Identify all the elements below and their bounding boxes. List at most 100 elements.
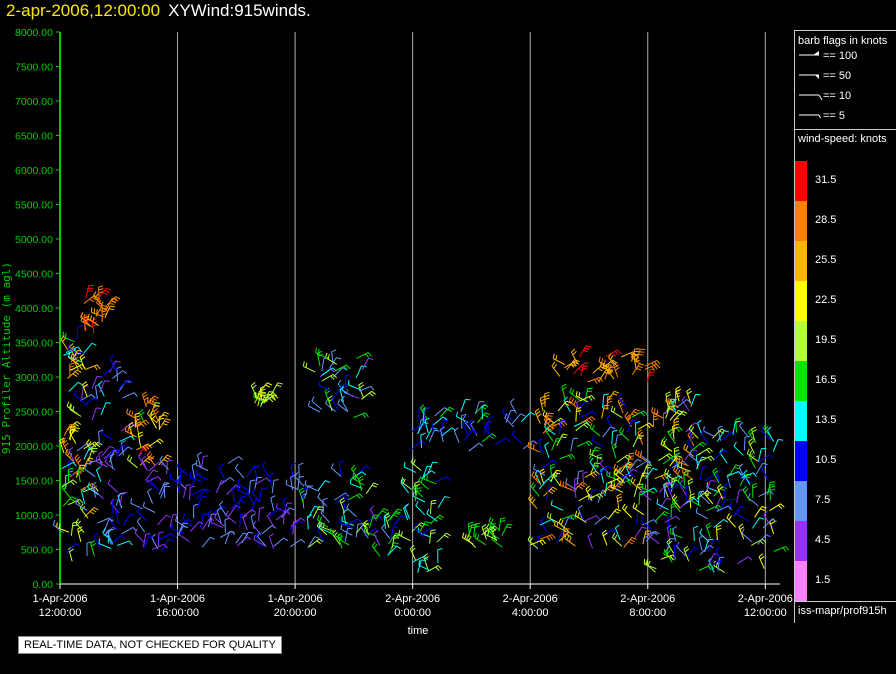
wind-barb-feather <box>718 486 723 491</box>
wind-barb-feather <box>560 419 566 422</box>
wind-barb <box>429 501 432 515</box>
wind-barb <box>651 411 664 419</box>
wind-barb <box>575 395 589 403</box>
wind-barb <box>158 482 165 495</box>
wind-barb <box>358 385 372 392</box>
wind-barb-feather <box>79 499 84 504</box>
x-axis-label: time <box>408 625 429 637</box>
wind-barb-feather <box>317 508 323 511</box>
wind-barb-feather <box>413 523 418 529</box>
wind-barb <box>460 415 463 429</box>
wind-barb-feather <box>575 360 580 365</box>
wind-barb-feather <box>486 523 490 528</box>
wind-barb <box>698 564 711 571</box>
wind-barb-feather <box>270 495 276 499</box>
wind-barb-feather <box>465 398 471 401</box>
wind-barb-feather <box>169 473 172 479</box>
wind-barb <box>70 350 78 363</box>
wind-barb-feather <box>317 348 320 355</box>
wind-barb-feather <box>357 523 363 525</box>
wind-barb-feather <box>300 517 305 522</box>
wind-barb <box>197 454 202 468</box>
wind-barb-feather <box>633 354 639 358</box>
wind-barb-feather <box>440 426 446 430</box>
wind-barb-feather <box>474 532 477 538</box>
wind-barb-feather <box>402 478 406 484</box>
wind-barb <box>697 447 710 456</box>
wind-barb-feather <box>682 460 688 466</box>
wind-barb-feather <box>561 436 567 439</box>
wind-barb-feather <box>653 531 658 536</box>
wind-barb-feather <box>624 456 630 461</box>
wind-barb-feather <box>613 468 617 474</box>
wind-barb <box>772 439 779 452</box>
wind-barb <box>623 537 633 548</box>
wind-barb <box>417 560 422 573</box>
wind-barb-feather <box>316 540 322 545</box>
wind-barb <box>747 497 759 507</box>
wind-barb-feather <box>318 380 321 386</box>
wind-barb-feather <box>219 500 224 506</box>
wind-barb <box>716 430 725 442</box>
wind-barb-feather <box>91 542 96 547</box>
wind-barb-feather <box>586 419 591 424</box>
wind-barb-feather <box>488 516 492 522</box>
wind-barb <box>666 485 673 498</box>
wind-barb <box>511 413 521 425</box>
wind-barb-feather <box>585 401 591 405</box>
wind-barb <box>371 545 381 557</box>
wind-barb-feather <box>165 514 171 518</box>
wind-barb-feather <box>648 422 654 427</box>
wind-barb-feather <box>163 543 168 549</box>
wind-barb-feather <box>374 528 380 533</box>
wind-barb <box>755 462 764 475</box>
wind-barb-feather <box>470 420 475 425</box>
wind-barb-feather <box>113 298 119 302</box>
wind-barb <box>215 480 222 494</box>
wind-barb-feather <box>349 478 352 484</box>
wind-barb <box>411 423 423 433</box>
wind-barb-feather <box>109 445 115 449</box>
wind-barb <box>169 477 183 484</box>
wind-barb-feather <box>648 531 652 536</box>
wind-barb <box>481 406 484 420</box>
wind-barb-feather <box>145 533 151 535</box>
wind-barb <box>601 405 605 419</box>
wind-barb-feather <box>323 522 325 528</box>
wind-barb-feather <box>780 503 785 508</box>
wind-barb-feather <box>327 354 330 360</box>
wind-barb-feather <box>346 503 350 509</box>
wind-barb-feather <box>66 459 72 464</box>
wind-barb-feather <box>634 504 638 510</box>
wind-barb-feather <box>571 454 576 459</box>
wind-barb <box>707 539 715 552</box>
wind-barb-feather <box>617 499 623 503</box>
wind-barb-feather <box>76 369 82 374</box>
wind-barb-plot[interactable]: 0.00500.001000.001500.002000.002500.0030… <box>0 0 794 674</box>
wind-barb <box>270 497 275 511</box>
wind-barb-feather <box>603 532 608 537</box>
wind-barb <box>253 539 266 547</box>
wind-barb-feather <box>782 547 787 552</box>
wind-barb <box>556 530 563 544</box>
wind-barb-feather <box>86 541 92 544</box>
wind-barb <box>317 480 326 492</box>
y-tick-label: 2500.00 <box>15 407 53 419</box>
wind-barb <box>68 381 79 392</box>
wind-barb-feather <box>590 473 595 478</box>
wind-barb <box>261 525 273 535</box>
wind-barb <box>98 453 103 467</box>
wind-barb <box>690 394 697 407</box>
wind-barb <box>327 398 333 412</box>
wind-barb-feather <box>672 398 677 403</box>
wind-barb-feather <box>615 366 620 371</box>
colorbar-segment <box>795 161 807 201</box>
wind-barb-feather <box>639 363 645 366</box>
colorbar-segment <box>795 441 807 481</box>
wind-barb-feather <box>608 352 612 358</box>
wind-barb-feather <box>358 478 364 482</box>
wind-barb <box>676 460 689 467</box>
wind-barb-feather <box>332 374 338 379</box>
wind-barb <box>640 491 652 501</box>
wind-barb-feather <box>710 564 715 570</box>
